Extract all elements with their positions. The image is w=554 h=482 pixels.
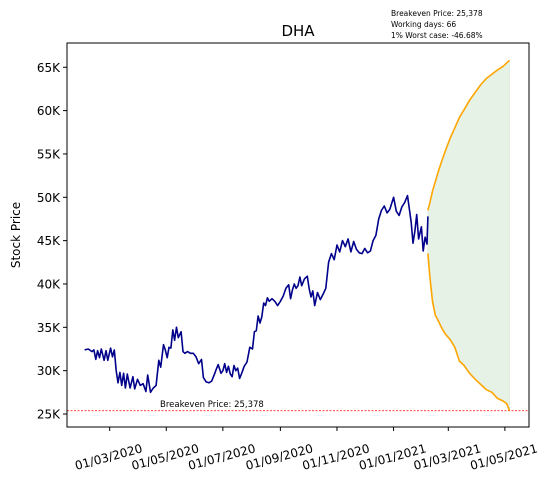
series-layer	[84, 59, 511, 411]
y-tick-label: 40K	[37, 277, 61, 291]
forecast-upper-line	[427, 59, 511, 211]
info-box: Breakeven Price: 25,378 Working days: 66…	[391, 9, 483, 40]
y-tick-label: 30K	[37, 364, 61, 378]
info-worst-case-line: 1% Worst case: -46.68%	[391, 31, 483, 40]
chart-title: DHA	[281, 22, 315, 40]
y-axis-label: Stock Price	[9, 202, 23, 268]
y-tick-label: 25K	[37, 407, 61, 421]
plot-frame	[66, 42, 530, 428]
breakeven-label: Breakeven Price: 25,378	[160, 400, 264, 410]
forecast-lower-line	[427, 253, 511, 411]
price-history-line	[84, 194, 429, 394]
y-tick-label: 35K	[37, 321, 61, 335]
y-axis: 25K 30K 35K 40K 45K 50K 55K 60K 65K	[37, 61, 67, 421]
y-tick-label: 45K	[37, 234, 61, 248]
y-tick-label: 50K	[37, 191, 61, 205]
info-working-days-line: Working days: 66	[391, 20, 456, 29]
y-tick-label: 55K	[37, 147, 61, 161]
y-tick-label: 65K	[37, 61, 61, 75]
y-tick-label: 60K	[37, 104, 61, 118]
info-breakeven-line: Breakeven Price: 25,378	[391, 9, 483, 18]
